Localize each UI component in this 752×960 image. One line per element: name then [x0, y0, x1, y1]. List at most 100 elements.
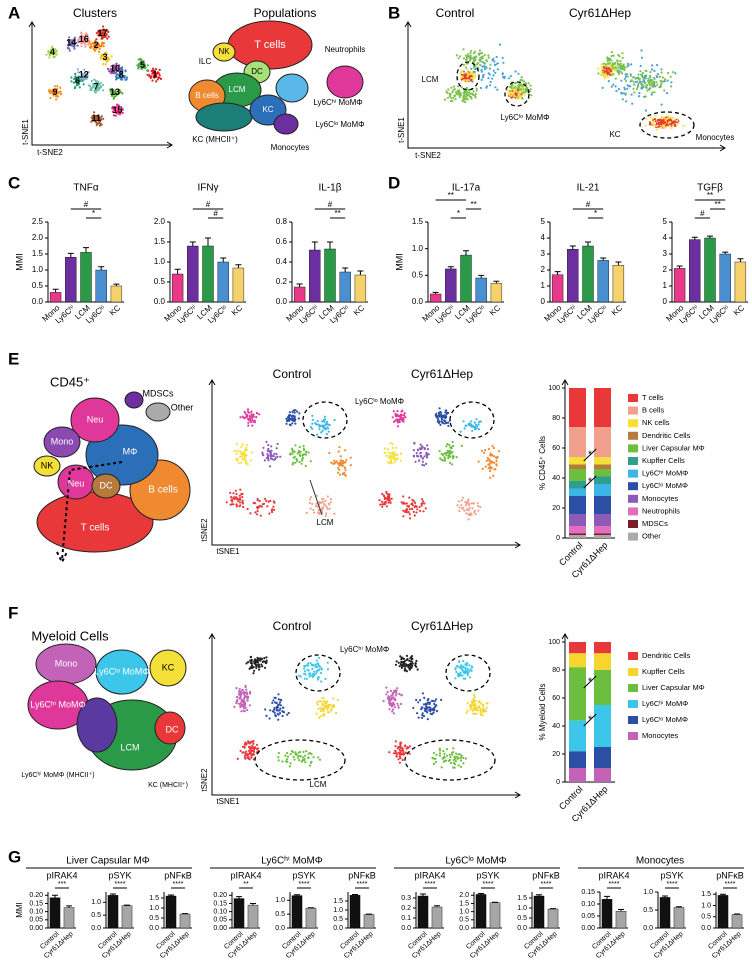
cell-dot — [327, 711, 331, 714]
cell-dot — [645, 117, 648, 120]
cell-dot — [474, 50, 477, 53]
cell-dot — [106, 37, 109, 40]
y-tick-label: 0.5 — [91, 912, 101, 919]
cell-dot — [470, 78, 473, 82]
cell-dot — [522, 80, 525, 83]
cell-dot — [458, 509, 461, 513]
cell-dot — [481, 55, 484, 58]
y-tick-label: 20 — [552, 505, 560, 512]
cell-dot — [462, 659, 465, 663]
cell-dot — [624, 92, 627, 95]
y-tick-label: 0.5 — [154, 277, 166, 286]
axis-frame — [31, 22, 172, 146]
cell-dot — [120, 107, 123, 110]
cell-dot — [302, 750, 305, 754]
cell-dot — [314, 505, 317, 508]
legend-swatch — [628, 494, 638, 503]
cell-dot — [245, 446, 248, 450]
cell-dot — [422, 703, 426, 706]
cell-dot — [139, 61, 142, 65]
cell-dot — [519, 92, 522, 95]
cell-dot — [425, 451, 428, 454]
cell-dot — [99, 118, 102, 121]
cell-dot — [113, 106, 116, 109]
y-tick-label: 2.0 — [459, 892, 469, 899]
cell-dot — [468, 502, 471, 505]
cell-dot — [332, 697, 335, 700]
cell-dot — [101, 43, 104, 46]
chart-title: pIRAK4 — [46, 870, 77, 880]
y-tick-label: 1 — [663, 281, 668, 290]
cell-dot — [440, 411, 443, 414]
cell-dot — [484, 465, 487, 468]
cell-dot — [84, 36, 87, 39]
cell-dot — [386, 690, 389, 694]
label: LCM — [310, 780, 327, 789]
significance-label: ** — [243, 881, 249, 888]
cluster-label: 13 — [110, 87, 120, 97]
cell-dot — [293, 758, 296, 761]
cell-dot — [249, 690, 252, 694]
cell-dot — [92, 42, 95, 45]
cell-dot — [258, 499, 261, 503]
error-bar — [447, 266, 454, 269]
cell-dot — [472, 502, 475, 505]
bar — [612, 265, 625, 303]
cell-dot — [339, 459, 342, 462]
cell-dot — [75, 41, 78, 44]
cell-dot — [291, 422, 294, 425]
cell-dot — [447, 450, 450, 453]
bar — [445, 268, 457, 303]
cell-dot — [320, 667, 323, 670]
bar — [673, 907, 685, 929]
cell-dot — [393, 706, 397, 709]
cell-dot — [101, 83, 105, 86]
cell-dot — [236, 449, 239, 452]
cell-dot — [270, 457, 273, 460]
cell-dot — [414, 460, 417, 463]
cell-dot — [399, 743, 402, 746]
cell-dot — [461, 496, 465, 499]
cell-dot — [251, 749, 254, 752]
cell-dot — [298, 445, 301, 449]
cell-dot — [435, 753, 438, 756]
cell-dot — [492, 455, 496, 458]
cell-dot — [327, 502, 330, 505]
cell-dot — [415, 452, 418, 455]
cell-dot — [100, 115, 103, 118]
cell-dot — [418, 505, 421, 509]
bar-segment — [594, 457, 611, 465]
cell-dot — [305, 453, 308, 456]
cell-dot — [241, 699, 245, 702]
x-tick-label: KC — [488, 303, 502, 317]
cell-dot — [315, 670, 318, 674]
cell-dot — [50, 90, 54, 93]
bar — [717, 895, 729, 929]
cell-dot — [396, 687, 399, 690]
panel-letter: A — [8, 3, 20, 22]
cell-dot — [243, 410, 246, 413]
y-tick-label: 0.0 — [701, 925, 711, 932]
cell-dot — [626, 65, 629, 68]
cell-dot — [333, 418, 336, 422]
cell-dot — [648, 88, 651, 91]
y-tick-label: 0.5 — [701, 914, 711, 921]
cell-dot — [308, 501, 311, 504]
cell-dot — [255, 666, 258, 670]
cell-dot — [101, 29, 104, 32]
bar — [417, 895, 429, 929]
cell-dot — [389, 501, 392, 504]
cell-dot — [666, 92, 669, 95]
cell-dot — [495, 63, 498, 66]
y-tick-label: 0.2 — [401, 905, 411, 912]
population-blob — [145, 402, 171, 422]
cell-dot — [321, 420, 324, 423]
cell-dot — [152, 67, 155, 70]
cell-dot — [657, 122, 660, 125]
cell-dot — [449, 99, 452, 103]
cell-dot — [272, 500, 275, 503]
cell-dot — [381, 492, 384, 496]
cell-dot — [286, 755, 290, 758]
cell-dot — [659, 85, 662, 88]
